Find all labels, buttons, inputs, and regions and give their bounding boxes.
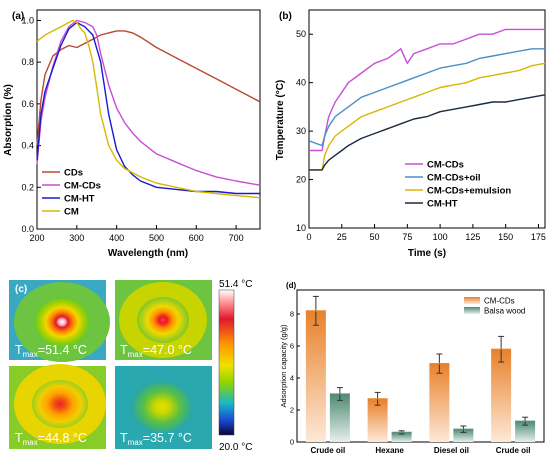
panel-a-xtick-label: 300 <box>69 233 84 243</box>
colorbar <box>218 289 235 436</box>
panel-d-bar <box>429 363 450 442</box>
panel-d-legend-label: Balsa wood <box>484 307 525 316</box>
tmax-label-2: Tmax=47.0 °C <box>120 343 192 359</box>
panel-c-label: (c) <box>15 284 27 295</box>
panel-b-line-cm-cds-emulsion <box>309 62 546 171</box>
panel-d-bar <box>453 429 474 442</box>
tmax-label-4: Tmax=35.7 °C <box>120 431 192 447</box>
panel-a-ytick-label: 0.4 <box>21 141 34 151</box>
panel-d-bar <box>305 310 326 442</box>
panel-d-ytick-label: 0 <box>290 438 294 447</box>
panel-b-legend-label: CM-HT <box>427 199 458 210</box>
panel-b-ytick-label: 30 <box>296 126 306 136</box>
panel-b-ytick-label: 10 <box>296 223 306 233</box>
panel-b-xtick-label: 100 <box>433 232 448 242</box>
panel-d-legend-label: CM-CDs <box>484 297 515 306</box>
thermal-image-4-hotspot <box>132 381 192 433</box>
panel-b-line-cm-cds <box>309 28 545 152</box>
panel-d-bar <box>329 394 350 442</box>
panel-b-ytick-label: 40 <box>296 78 306 88</box>
panel-d-bar <box>367 398 388 442</box>
panel-a-line-cds <box>36 30 261 146</box>
panel-b-xtick-label: 50 <box>370 232 380 242</box>
panel-b-legend-label: CM-CDs <box>427 160 464 171</box>
colorbar-max-label: 51.4 °C <box>219 279 252 290</box>
panel-b: (b) 0 25 50 75 100 125 150 175 10 20 30 40 50 Time (… <box>275 9 546 259</box>
panel-d-ylabel: Adsorption capacity (g/g) <box>279 324 288 407</box>
panel-a-ytick-label: 1.0 <box>21 15 34 25</box>
panel-a-ylabel: Absorption (%) <box>3 84 14 156</box>
panel-c: (c) Tmax=51.4 °C Tmax=47.0 °C Tmax=44.8 … <box>9 279 252 453</box>
panel-d-legend-swatch <box>464 307 480 314</box>
panel-a-label: (a) <box>12 11 24 22</box>
panel-b-xtick-label: 25 <box>337 232 347 242</box>
panel-d-label: (d) <box>286 281 297 290</box>
panel-d-category-label: Crude oil <box>311 446 346 455</box>
panel-b-frame <box>308 9 546 229</box>
panel-b-ticks: 0 25 50 75 100 125 150 175 10 20 30 40 50 <box>296 29 546 242</box>
panel-a-line-cm <box>36 19 261 199</box>
tmax-label-3: Tmax=44.8 °C <box>15 431 87 447</box>
panel-b-lines <box>308 28 546 171</box>
panel-d-legend-swatch <box>464 297 480 304</box>
panel-d: (d) 0 2 4 6 8 Crude oil Hexane Diesel oil Crude … <box>279 281 545 456</box>
panel-d-bar <box>515 421 536 442</box>
panel-a-xtick-label: 600 <box>189 233 204 243</box>
panel-a-xtick-label: 200 <box>29 233 44 243</box>
panel-d-category-label: Hexane <box>375 446 404 455</box>
panel-d-category-label: Diesel oil <box>434 446 469 455</box>
panel-b-legend: CM-CDs CM-CDs+oil CM-CDs+emulsion CM-HT <box>405 160 511 210</box>
thermal-image-1-hotspot <box>34 297 90 347</box>
panel-a-xlabel: Wavelength (nm) <box>108 248 188 259</box>
thermal-image-2-hotspot <box>137 297 189 343</box>
panel-a-line-cm-cds <box>36 19 261 186</box>
panel-a-frame <box>36 9 261 230</box>
panel-a-legend: CDs CM-CDs CM-HT CM <box>42 168 101 218</box>
panel-b-legend-label: CM-CDs+emulsion <box>427 186 511 197</box>
panel-a-lines <box>36 19 261 199</box>
panel-b-line-cm-ht <box>309 94 546 171</box>
panel-a-legend-label: CM-CDs <box>64 181 101 192</box>
panel-b-line-cm-cds-oil <box>308 48 545 147</box>
panel-a-ticks: 200 300 400 500 600 700 0.0 0.2 0.4 0.6 0.8 1.0 <box>21 15 243 243</box>
panel-d-frame <box>296 289 545 443</box>
panel-d-ticks: 0 2 4 6 8 Crude oil Hexane Diesel oil Crude oil <box>290 310 531 456</box>
panel-d-ytick-label: 4 <box>290 374 294 383</box>
panel-a-xtick-label: 700 <box>229 233 244 243</box>
thermal-image-3-hotspot <box>32 380 88 428</box>
panel-b-label: (b) <box>279 11 292 22</box>
panel-a-legend-label: CM <box>64 207 79 218</box>
panel-d-bar <box>491 349 512 442</box>
panel-a-xtick-label: 500 <box>149 233 164 243</box>
panel-b-xtick-label: 125 <box>465 232 480 242</box>
panel-a-ytick-label: 0.2 <box>21 182 34 192</box>
panel-b-legend-label: CM-CDs+oil <box>427 173 481 184</box>
panel-a-ytick-label: 0.6 <box>21 99 34 109</box>
panel-d-ytick-label: 2 <box>290 406 294 415</box>
panel-a-legend-label: CDs <box>64 168 83 179</box>
panel-d-category-label: Crude oil <box>496 446 531 455</box>
panel-d-bars <box>305 295 536 442</box>
panel-a-ytick-label: 0.0 <box>21 224 34 234</box>
panel-b-ytick-label: 50 <box>296 29 306 39</box>
panel-b-xtick-label: 0 <box>306 232 311 242</box>
panel-a: (a) 200 300 400 500 600 700 0.0 0.2 0.4 0.6 0.8 1.0… <box>3 9 261 259</box>
panel-b-xtick-label: 150 <box>498 232 513 242</box>
panel-b-xtick-label: 175 <box>531 232 546 242</box>
panel-b-xlabel: Time (s) <box>408 248 446 259</box>
panel-a-ytick-label: 0.8 <box>21 57 34 67</box>
tmax-label-1: Tmax=51.4 °C <box>15 343 87 359</box>
colorbar-min-label: 20.0 °C <box>219 442 252 453</box>
panel-d-bar <box>391 432 412 442</box>
panel-b-ylabel: Temperature (°C) <box>275 80 286 161</box>
panel-d-ytick-label: 8 <box>290 310 294 319</box>
panel-a-xtick-label: 400 <box>109 233 124 243</box>
panel-b-ytick-label: 20 <box>296 175 306 185</box>
panel-d-ytick-label: 6 <box>290 342 294 351</box>
panel-b-xtick-label: 75 <box>402 232 412 242</box>
panel-a-legend-label: CM-HT <box>64 194 95 205</box>
